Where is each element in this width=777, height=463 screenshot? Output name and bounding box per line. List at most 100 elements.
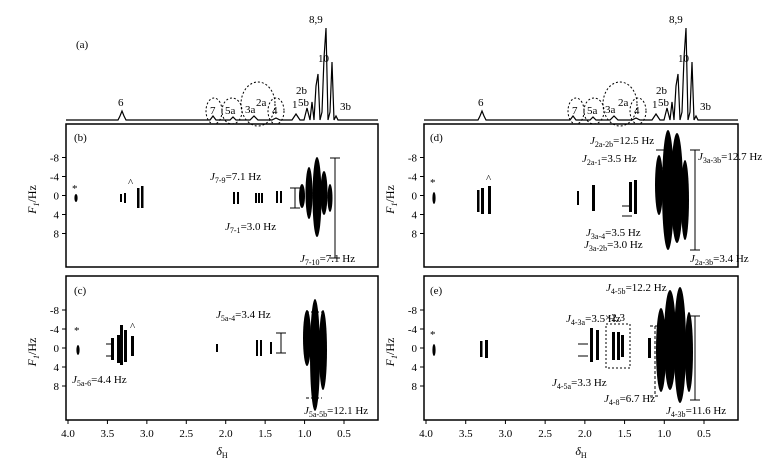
y-tick-label: 4 [54,210,60,222]
peak-6: 6 [118,97,124,109]
peak-7-r: 7 [572,105,578,117]
panel-label-b: (b) [74,132,87,144]
y-tick-label: -4 [408,324,418,336]
peak-3a: 3a [245,104,256,116]
coupling-label-c: J5a-5b=12.1 Hz [304,405,368,419]
marker-scale-e: ×2.3 [605,312,625,324]
peak-6-r: 6 [478,97,484,109]
x-tick-label: 2.0 [578,428,592,440]
spectrum-right: 6 7 5a 3a 2a 4 1 2b 5b 8,9 10 3b [424,14,738,127]
x-tick-label: 2.5 [179,428,193,440]
coupling-label-d: J3a-4=3.5 Hz [586,227,641,241]
y-tick-label: -8 [408,305,418,317]
coupling-label-b: J7-9=7.1 Hz [210,171,261,185]
coupling-label-d: J2a-1=3.5 Hz [582,153,637,167]
x-tick-label: 0.5 [697,428,711,440]
peak-3b-r: 3b [700,101,712,113]
peak-2b: 2b [296,85,308,97]
panel-label-a: (a) [76,39,89,51]
peak-2a: 2a [256,97,267,109]
x-tick-label: 0.5 [337,428,351,440]
peak-2b-r: 2b [656,85,668,97]
measurement-brackets [106,149,700,401]
x-tick-label: 1.5 [258,428,272,440]
y-axis-label: F1/Hz [25,185,41,215]
peak-5a: 5a [225,105,236,117]
peak-8-9-r: 8,9 [669,14,683,26]
peak-5b-r: 5b [658,97,670,109]
x-tick-label: 3.0 [140,428,154,440]
x-tick-label: 1.0 [298,428,312,440]
x-tick-label: 4.0 [419,428,433,440]
y-tick-label: -8 [408,153,418,165]
y-tick-label: 0 [54,343,60,355]
peak-4-r: 4 [634,105,640,117]
panel-b-contours [74,157,333,237]
x-tick-label: 4.0 [61,428,75,440]
marker-caret-b: ^ [128,177,134,189]
x-tick-label: 1.5 [618,428,632,440]
y-tick-label: 0 [412,343,418,355]
panel-label-c: (c) [74,285,87,297]
y-tick-label: 4 [412,210,418,222]
panel-d-contours [432,130,689,250]
coupling-label-e: J4-8=6.7 Hz [604,393,655,407]
x-axis-label: δH [575,444,587,460]
marker-star-e: * [430,329,436,341]
y-tick-label: -4 [50,324,60,336]
peak-5b: 5b [298,97,310,109]
x-tick-label: 2.0 [219,428,233,440]
panel-d-frame [423,123,739,268]
panel-e-contours [432,287,693,403]
x-tick-label: 3.5 [101,428,115,440]
peak-1: 1 [292,99,298,111]
peak-8-9: 8,9 [309,14,323,26]
spectrum-left: (a) 6 7 5a 3a 2a 4 1 2b 5b 8,9 10 3b [66,14,378,127]
marker-star-b: * [72,183,78,195]
y-tick-label: 8 [412,229,418,241]
y-tick-label: 8 [54,381,60,393]
coupling-label-b: J7-10=7.1 Hz [300,253,355,267]
x-axes: 4.0 3.5 3.0 2.5 2.0 1.5 1.0 0.5 δH 4.0 3.5 3.0 2.5 2.… [61,420,711,460]
peak-10: 10 [318,53,330,65]
coupling-label-e: J4-3a=3.5 Hz [566,313,621,327]
y-tick-label: 4 [412,362,418,374]
y-tick-label: -8 [50,153,60,165]
y-tick-label: -4 [50,172,60,184]
coupling-label-e: J4-5b=12.2 Hz [606,282,667,296]
zoom-box [605,323,631,369]
y-axes: -8 -4 0 4 8 F1/Hz -8 -4 0 4 8 F1/Hz -8 -4 0 4 8 F1/Hz -8 -4… [25,153,424,393]
peak-3b: 3b [340,101,352,113]
marker-star-c: * [74,325,80,337]
peak-1-r: 1 [652,99,658,111]
coupling-label-c: J5a-4=3.4 Hz [216,309,271,323]
coupling-label-b: J7-1=3.0 Hz [225,221,276,235]
peak-10-r: 10 [678,53,690,65]
y-tick-label: 8 [54,229,60,241]
marker-star-d: * [430,177,436,189]
x-axis-label: δH [216,444,228,460]
marker-caret-c: ^ [130,321,136,333]
peak-2a-r: 2a [618,97,629,109]
coupling-label-d: J2a-3b=3.4 Hz [690,253,749,267]
panel-c-contours [76,299,327,411]
x-tick-label: 3.5 [459,428,473,440]
y-tick-label: 0 [412,191,418,203]
y-tick-label: -8 [50,305,60,317]
peak-5a-r: 5a [587,105,598,117]
coupling-label-d: J2a-2b=12.5 Hz [590,135,654,149]
peak-7: 7 [210,105,216,117]
coupling-label-c: J5a-6=4.4 Hz [72,374,127,388]
peak-3a-r: 3a [605,104,616,116]
y-axis-label: F1/Hz [383,338,399,368]
y-tick-label: -4 [408,172,418,184]
coupling-labels: J7-9=7.1 Hz J7-1=3.0 Hz J7-10=7.1 Hz J5a-4=… [72,135,762,419]
marker-caret-d: ^ [486,173,492,185]
y-axis-label: F1/Hz [383,185,399,215]
coupling-label-d: J3a-2b=3.0 Hz [584,239,643,253]
panel-label-d: (d) [430,132,443,144]
panel-label-e: (e) [430,285,443,297]
y-tick-label: 4 [54,362,60,374]
x-tick-label: 1.0 [657,428,671,440]
